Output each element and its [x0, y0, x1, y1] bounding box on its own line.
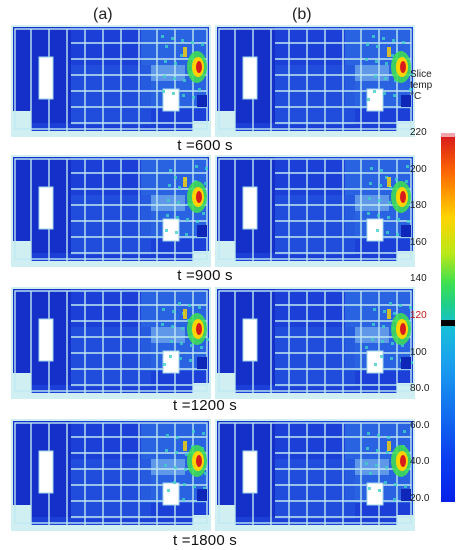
colorbar-marker [441, 320, 455, 327]
time-label-900: t =900 s [177, 267, 233, 284]
colorbar-tick-2: 180 [410, 200, 427, 212]
thermal-panel [215, 287, 415, 399]
colorbar-tick-3: 160 [410, 236, 427, 248]
column-label-b: (b) [292, 6, 312, 23]
colorbar-tick-0: 220 [410, 127, 427, 138]
legend-title-line: temp [410, 80, 433, 91]
legend-title: Slice temp °C [410, 69, 432, 102]
colorbar-tick-8: 60.0 [410, 419, 430, 431]
thermal-panel [215, 155, 415, 267]
thermal-panel [215, 25, 415, 137]
colorbar-cap [441, 133, 455, 137]
thermal-panel [11, 419, 211, 531]
thermal-panel [215, 419, 415, 531]
colorbar-tick-5: 120 [410, 310, 427, 321]
colorbar-tick-9: 40.0 [410, 456, 430, 468]
legend-title-line: Slice [410, 69, 432, 80]
time-label-1800: t =1800 s [173, 532, 237, 549]
colorbar-tick-10: 20.0 [410, 493, 430, 504]
column-label-a: (a) [93, 6, 113, 23]
thermal-panel [11, 25, 211, 137]
colorbar-tick-7: 80.0 [410, 383, 430, 395]
time-label-600: t =600 s [177, 137, 233, 154]
colorbar-tick-4: 140 [410, 273, 427, 285]
time-label-1200: t =1200 s [173, 397, 237, 414]
thermal-panel [11, 155, 211, 267]
colorbar-tick-6: 100 [410, 346, 427, 358]
temperature-colorbar [441, 133, 455, 502]
colorbar-tick-1: 200 [410, 163, 427, 175]
legend-title-line: °C [410, 91, 422, 102]
thermal-panel [11, 287, 211, 399]
